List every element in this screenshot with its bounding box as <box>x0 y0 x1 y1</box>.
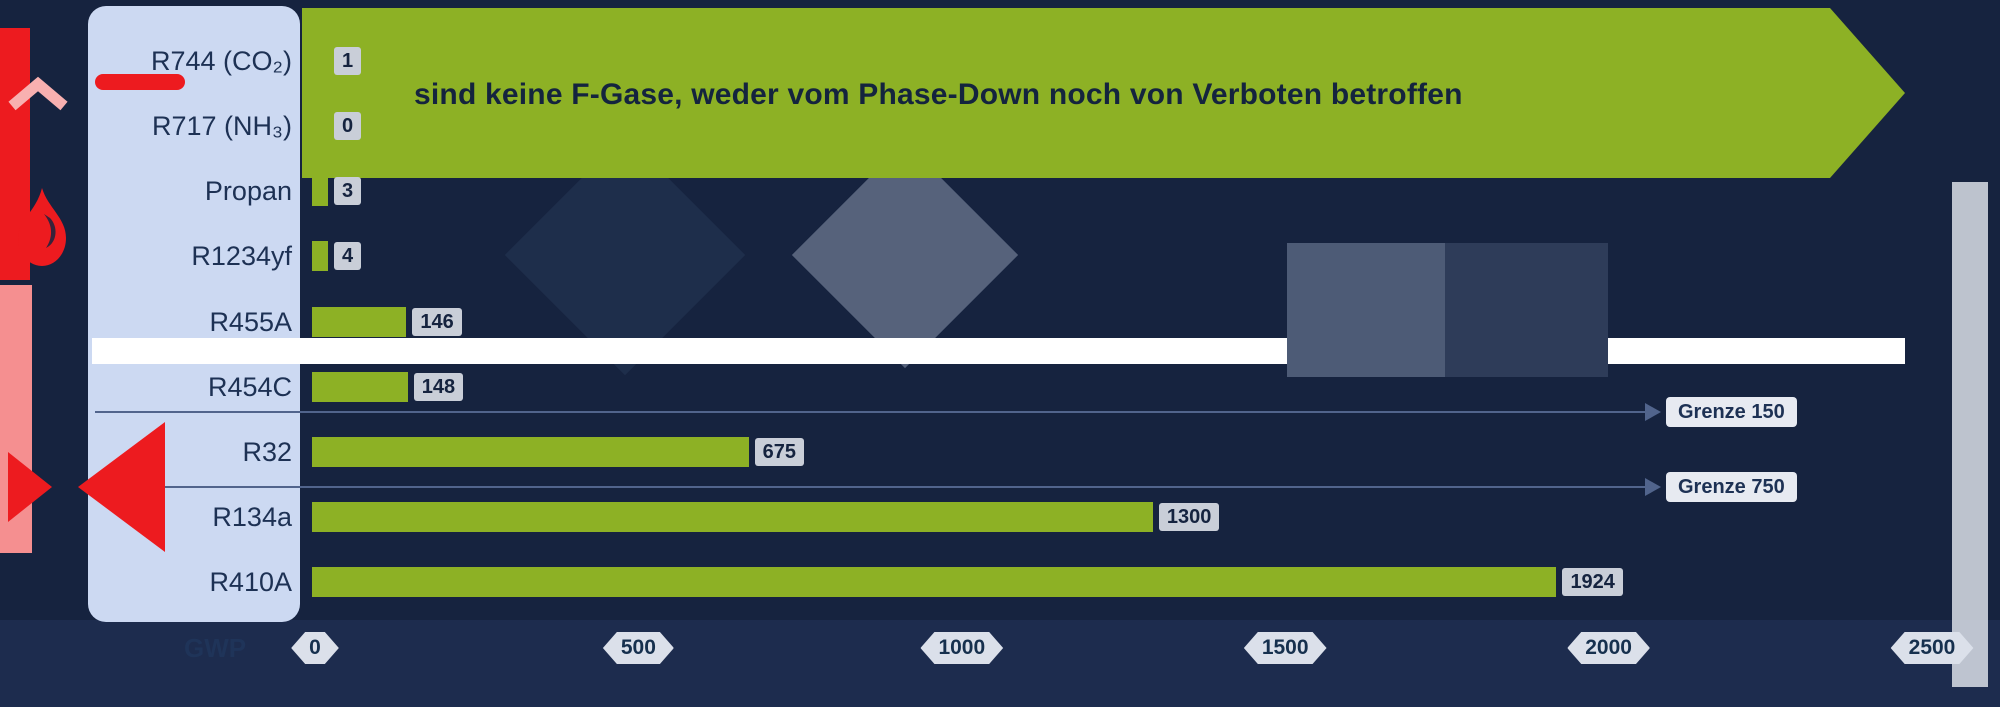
arrow-right-icon <box>1645 478 1661 496</box>
axis-tick: 2000 <box>1567 632 1650 664</box>
row-label: R717 (NH₃) <box>151 111 292 141</box>
row-label: R454C <box>207 372 292 402</box>
row-label: R134a <box>212 502 292 532</box>
value-tag: 0 <box>334 112 362 140</box>
limit-label: Grenze 750 <box>1666 472 1797 502</box>
value-tag: 1924 <box>1562 568 1623 596</box>
red-underline <box>95 74 185 90</box>
row-label: R410A <box>209 567 292 597</box>
axis-strip-background <box>0 620 2000 707</box>
bar-R134a <box>312 502 1153 532</box>
value-tag: 148 <box>413 373 464 401</box>
bar-R455A <box>312 307 407 337</box>
axis-tick: 1000 <box>920 632 1003 664</box>
bar-R454C <box>312 372 408 402</box>
arrow-right-icon <box>1645 403 1661 421</box>
bar-R410A <box>312 567 1557 597</box>
bar-R717NH <box>312 111 328 141</box>
limit-line <box>95 486 1645 488</box>
non-fgas-banner: sind keine F-Gase, weder vom Phase-Down … <box>302 8 1905 178</box>
row-label: R1234yf <box>191 241 292 271</box>
banner-text: sind keine F-Gase, weder vom Phase-Down … <box>414 78 1463 111</box>
bar-R32 <box>312 437 749 467</box>
value-tag: 4 <box>334 242 362 270</box>
red-lower-slab <box>0 285 32 553</box>
row-label: R32 <box>242 437 292 467</box>
value-tag: 1300 <box>1158 503 1220 531</box>
value-tag: 1 <box>334 47 362 75</box>
bar-R1234yf <box>312 241 328 271</box>
flame-icon <box>18 188 66 266</box>
axis-tick: 500 <box>603 632 674 664</box>
value-tag: 3 <box>334 177 362 205</box>
axis-tick: 1500 <box>1244 632 1327 664</box>
limit-label: Grenze 150 <box>1666 397 1797 427</box>
value-tag: 146 <box>412 308 462 336</box>
value-tag: 675 <box>754 438 804 466</box>
red-up-arrow <box>0 28 68 280</box>
bar-R744CO <box>312 46 328 76</box>
row-label: R744 (CO₂) <box>150 46 292 76</box>
bar-Propan <box>312 176 328 206</box>
row-label: R455A <box>209 307 292 337</box>
limit-line <box>95 411 1645 413</box>
divider-band <box>92 338 1905 364</box>
row-label: Propan <box>204 176 292 206</box>
right-edge-strip <box>1952 182 1988 687</box>
axis-title: GWP <box>184 633 247 663</box>
axis-tick: 2500 <box>1891 632 1974 664</box>
